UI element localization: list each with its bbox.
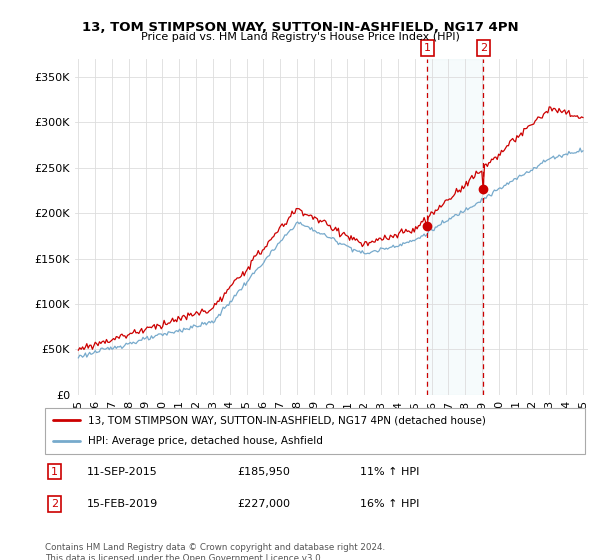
Text: 13, TOM STIMPSON WAY, SUTTON-IN-ASHFIELD, NG17 4PN: 13, TOM STIMPSON WAY, SUTTON-IN-ASHFIELD… [82,21,518,34]
Text: 2: 2 [51,499,58,509]
Text: 1: 1 [51,466,58,477]
Text: 16% ↑ HPI: 16% ↑ HPI [360,499,419,509]
Text: £185,950: £185,950 [237,466,290,477]
Text: 2: 2 [480,43,487,53]
Text: Contains HM Land Registry data © Crown copyright and database right 2024.
This d: Contains HM Land Registry data © Crown c… [45,543,385,560]
Text: £227,000: £227,000 [237,499,290,509]
Text: HPI: Average price, detached house, Ashfield: HPI: Average price, detached house, Ashf… [88,436,323,446]
Text: 11% ↑ HPI: 11% ↑ HPI [360,466,419,477]
FancyBboxPatch shape [45,408,585,454]
Text: 15-FEB-2019: 15-FEB-2019 [87,499,158,509]
Text: 1: 1 [424,43,431,53]
Text: 11-SEP-2015: 11-SEP-2015 [87,466,158,477]
Text: 13, TOM STIMPSON WAY, SUTTON-IN-ASHFIELD, NG17 4PN (detached house): 13, TOM STIMPSON WAY, SUTTON-IN-ASHFIELD… [88,415,486,425]
Bar [427,59,484,395]
Text: Price paid vs. HM Land Registry's House Price Index (HPI): Price paid vs. HM Land Registry's House … [140,32,460,42]
